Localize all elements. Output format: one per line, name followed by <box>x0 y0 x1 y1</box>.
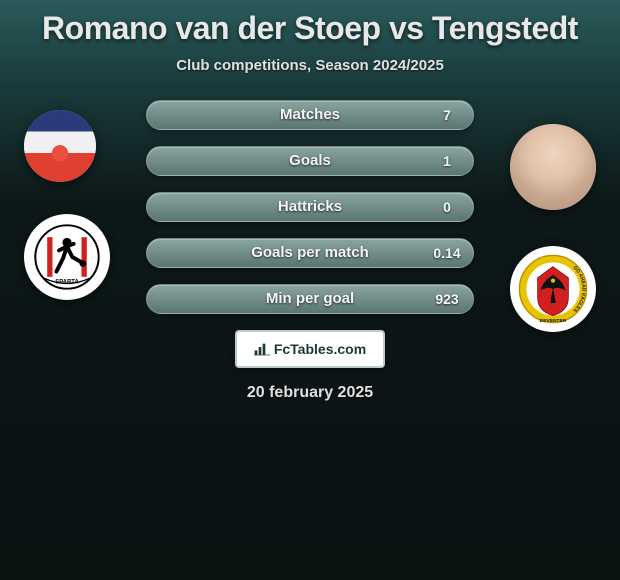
svg-text:SPARTA: SPARTA <box>55 279 79 285</box>
bar-chart-icon <box>254 342 270 356</box>
stat-right-value: 0.14 <box>427 239 467 267</box>
date-text: 20 february 2025 <box>0 384 620 402</box>
stat-right-value: 923 <box>427 285 467 313</box>
sparta-logo-icon: SPARTA <box>34 224 100 290</box>
stat-left-value <box>99 285 139 313</box>
stat-row-goals: Goals 1 <box>146 146 474 176</box>
stat-left-value <box>99 239 139 267</box>
page-title: Romano van der Stoep vs Tengstedt <box>0 0 620 47</box>
stat-label: Goals per match <box>147 239 473 267</box>
stat-row-hattricks: Hattricks 0 <box>146 192 474 222</box>
player-right-photo-placeholder <box>510 124 596 210</box>
branding-text: FcTables.com <box>274 341 366 357</box>
player-left-avatar <box>24 110 96 182</box>
comparison-panel: SPARTA GO AHEAD EAGLES DEVENTER <box>0 100 620 402</box>
stat-right-value: 1 <box>427 147 467 175</box>
stat-rows: Matches 7 Goals 1 Hattricks 0 Goals per … <box>146 100 474 314</box>
player-left-photo-placeholder <box>24 110 96 182</box>
go-ahead-eagles-logo-icon: GO AHEAD EAGLES DEVENTER <box>518 254 588 324</box>
subtitle: Club competitions, Season 2024/2025 <box>0 57 620 74</box>
stat-row-min-per-goal: Min per goal 923 <box>146 284 474 314</box>
stat-label: Hattricks <box>147 193 473 221</box>
stat-label: Matches <box>147 101 473 129</box>
stat-label: Min per goal <box>147 285 473 313</box>
club-right-badge: GO AHEAD EAGLES DEVENTER <box>510 246 596 332</box>
stat-label: Goals <box>147 147 473 175</box>
stat-left-value <box>99 193 139 221</box>
svg-text:DEVENTER: DEVENTER <box>540 318 567 324</box>
club-left-badge: SPARTA <box>24 214 110 300</box>
stat-row-matches: Matches 7 <box>146 100 474 130</box>
stat-row-goals-per-match: Goals per match 0.14 <box>146 238 474 268</box>
stat-left-value <box>99 101 139 129</box>
stat-right-value: 7 <box>427 101 467 129</box>
branding-box: FcTables.com <box>235 330 385 368</box>
player-right-avatar <box>510 124 596 210</box>
stat-right-value: 0 <box>427 193 467 221</box>
stat-left-value <box>99 147 139 175</box>
